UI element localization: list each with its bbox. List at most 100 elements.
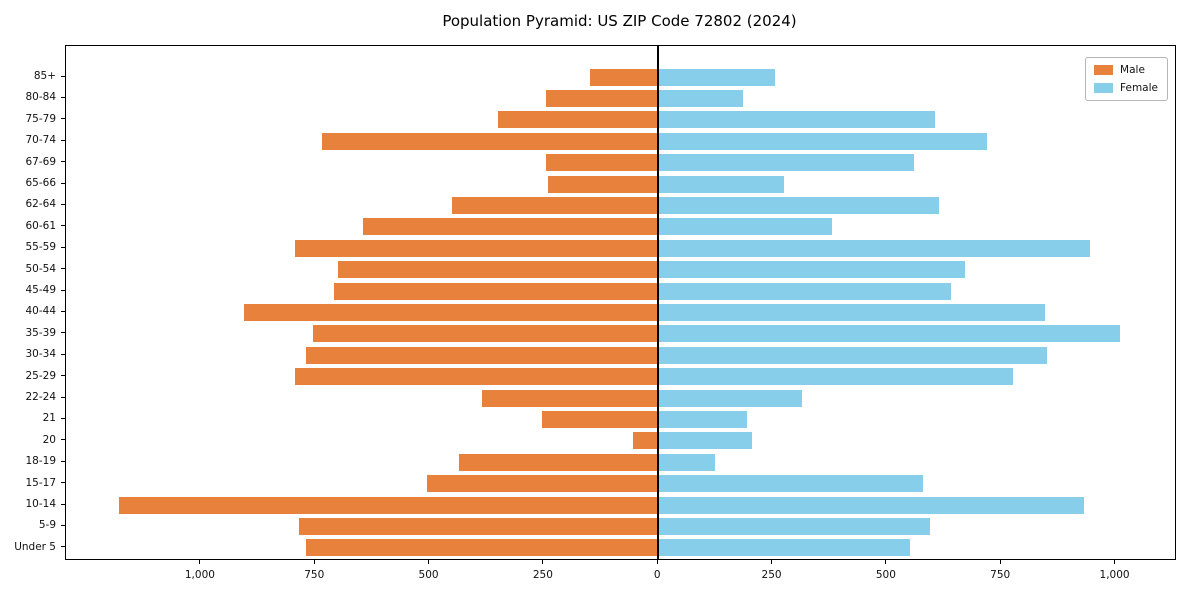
female-bar-30-34 [658,346,1047,364]
male-bar-60-61 [363,218,659,236]
male-bar-70-74 [322,132,659,150]
legend-male-swatch-icon [1094,65,1114,75]
y-tick-label: 65-66 [25,177,56,189]
female-bar-Under 5 [658,539,910,557]
male-bar-30-34 [306,346,659,364]
female-bar-5-9 [658,517,931,535]
y-tick-mark [61,203,65,205]
y-tick-label: 62-64 [25,198,56,211]
y-tick-mark [61,332,65,334]
male-bar-50-54 [338,261,659,279]
x-tick-mark [885,560,887,564]
y-tick-label: 5-9 [38,519,56,532]
y-tick-label: 60-61 [25,219,56,232]
chart-title: Population Pyramid: US ZIP Code 72802 (2… [442,12,797,30]
x-tick-label: 1,000 [184,569,215,581]
legend: Male Female [1085,57,1168,101]
legend-item-male: Male [1094,64,1158,76]
x-tick-mark [199,560,201,564]
plot-area: Male Female [65,45,1176,560]
male-bar-35-39 [312,325,659,343]
female-bar-62-64 [658,196,940,214]
y-tick-label: Under 5 [14,540,56,553]
x-tick-label: 500 [418,569,439,581]
y-tick-label: 35-39 [25,326,56,339]
y-tick-mark [61,118,65,120]
x-tick-label: 750 [304,569,325,581]
male-bar-5-9 [299,517,659,535]
female-bar-65-66 [658,175,784,193]
male-bar-85+ [589,68,659,86]
legend-female-label: Female [1120,82,1158,94]
male-bar-21 [541,410,659,428]
y-tick-label: 40-44 [25,305,56,318]
y-tick-mark [61,96,65,98]
female-bar-70-74 [658,132,988,150]
y-tick-mark [61,289,65,291]
female-bar-50-54 [658,261,965,279]
female-bar-80-84 [658,89,743,107]
x-tick-label: 750 [990,569,1011,581]
female-bar-35-39 [658,325,1121,343]
male-bar-40-44 [244,303,659,321]
y-tick-label: 21 [42,412,56,425]
y-tick-mark [61,268,65,270]
y-tick-mark [61,482,65,484]
y-tick-label: 30-34 [25,348,56,361]
female-bar-75-79 [658,111,935,129]
y-tick-mark [61,417,65,419]
y-tick-label: 55-59 [25,241,56,254]
legend-male-label: Male [1120,64,1145,76]
x-tick-label: 1,000 [1099,569,1130,581]
x-tick-mark [999,560,1001,564]
y-tick-mark [61,546,65,548]
legend-item-female: Female [1094,82,1158,94]
zero-axis-line [657,46,659,559]
x-tick-label: 250 [532,569,553,581]
male-bar-25-29 [294,368,659,386]
y-tick-label: 25-29 [25,369,56,382]
male-bar-55-59 [294,239,659,257]
x-tick-mark [542,560,544,564]
y-tick-label: 15-17 [25,476,56,489]
x-tick-mark [656,560,658,564]
y-tick-mark [61,460,65,462]
x-tick-mark [1114,560,1116,564]
male-bar-67-69 [546,154,659,172]
male-bar-Under 5 [306,539,659,557]
y-tick-mark [61,503,65,505]
male-bar-75-79 [498,111,659,129]
y-tick-mark [61,75,65,77]
male-bar-18-19 [459,453,659,471]
y-tick-mark [61,439,65,441]
female-bar-67-69 [658,154,915,172]
x-tick-label: 250 [761,569,782,581]
y-tick-mark [61,396,65,398]
y-tick-mark [61,524,65,526]
y-tick-label: 75-79 [25,112,56,125]
y-tick-mark [61,375,65,377]
female-bar-18-19 [658,453,716,471]
female-bar-40-44 [658,303,1045,321]
male-bar-62-64 [452,196,659,214]
male-bar-65-66 [548,175,659,193]
y-tick-label: 45-49 [25,284,56,296]
female-bar-20 [658,432,752,450]
female-bar-10-14 [658,496,1084,514]
y-tick-label: 70-74 [25,134,56,147]
male-bar-80-84 [546,89,659,107]
y-tick-mark [61,225,65,227]
x-tick-mark [771,560,773,564]
y-tick-label: 67-69 [25,155,56,168]
legend-female-swatch-icon [1094,83,1114,93]
y-tick-label: 18-19 [25,455,56,468]
y-tick-mark [61,246,65,248]
y-tick-mark [61,182,65,184]
male-bar-15-17 [427,475,659,493]
y-tick-label: 22-24 [25,391,56,403]
y-tick-mark [61,161,65,163]
y-tick-mark [61,353,65,355]
female-bar-25-29 [658,368,1013,386]
x-tick-label: 500 [875,569,896,581]
